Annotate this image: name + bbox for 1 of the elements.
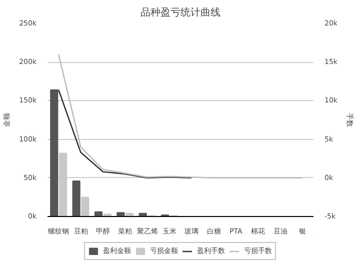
chart-title: 品种盈亏统计曲线 [140,6,220,18]
